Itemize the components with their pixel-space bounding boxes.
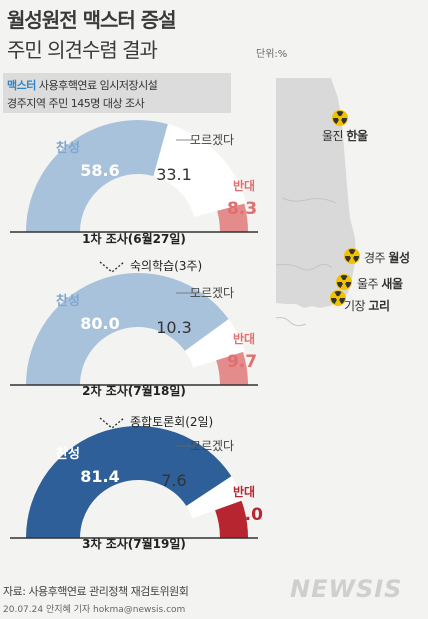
survey-caption: 3차 조사(7월19일) [82, 536, 186, 551]
newsis-logo: NEWSIS [290, 575, 403, 603]
oppose-arc [216, 351, 248, 385]
plant-label-gori: 기장 고리 [344, 297, 390, 314]
oppose-arc [215, 500, 248, 538]
step-label: 종합토론회(2일) [130, 415, 213, 429]
map-shape [275, 78, 356, 327]
approve-value: 81.4 [80, 467, 119, 486]
approve-label: 찬성 [56, 293, 80, 309]
dontknow-arc [184, 319, 245, 368]
survey-caption: 1차 조사(6월27일) [82, 231, 186, 246]
region-border [281, 197, 337, 204]
radiation-icon [336, 274, 352, 290]
plant-name: 고리 [368, 299, 390, 313]
approve-label: 찬성 [56, 140, 80, 156]
dontknow-label: 모르겠다 [190, 133, 234, 147]
korea-map [275, 78, 426, 357]
approve-arc [26, 120, 168, 232]
plant-name: 한울 [346, 129, 368, 143]
credit-note: 20.07.24 안지혜 기자 hokma@newsis.com [3, 605, 186, 615]
island [275, 317, 307, 327]
oppose-label: 반대 [233, 178, 255, 193]
radiation-icon [330, 290, 346, 306]
approve-arc [26, 273, 229, 385]
land-region [276, 78, 356, 308]
title-line1: 월성원전 맥스터 증설 [7, 8, 177, 32]
dontknow-value: 10.3 [156, 318, 192, 337]
plant-label-saeul: 울주 새울 [357, 275, 403, 292]
dontknow-value: 33.1 [156, 165, 192, 184]
info-box: 맥스터 사용후핵연료 임시저장시설 경주지역 주민 145명 대상 조사 [3, 73, 231, 113]
info-highlight: 맥스터 [7, 79, 36, 92]
info-line1: 맥스터 사용후핵연료 임시저장시설 [7, 77, 158, 93]
oppose-label: 반대 [233, 331, 255, 346]
info-line2: 경주지역 주민 145명 대상 조사 [7, 97, 145, 110]
oppose-label: 반대 [233, 484, 255, 499]
step-label: 숙의학습(3주) [130, 259, 202, 273]
dontknow-arc [186, 476, 244, 519]
radiation-icon [332, 110, 348, 126]
plant-region: 울진 [322, 129, 344, 143]
info-line1-rest: 사용후핵연료 임시저장시설 [35, 79, 158, 92]
plant-label-wolsong: 경주 월성 [364, 249, 410, 266]
oppose-value: 9.7 [227, 352, 257, 372]
dontknow-value: 7.6 [161, 471, 186, 490]
approve-arc [26, 426, 232, 538]
source-note: 자료: 사용후핵연료 관리정책 재검토위원회 [3, 585, 189, 598]
plant-name: 월성 [388, 251, 410, 265]
plant-region: 경주 [364, 251, 386, 265]
plant-name: 새울 [381, 277, 403, 291]
oppose-arc [217, 203, 248, 232]
approve-value: 58.6 [80, 161, 119, 180]
radiation-icon [344, 248, 360, 264]
survey-caption: 2차 조사(7월18일) [82, 383, 186, 398]
oppose-value: 11.0 [221, 505, 263, 525]
plant-label-hanul: 울진 한울 [322, 127, 368, 144]
chevron-down-icon [99, 417, 125, 429]
plant-region: 울주 [357, 277, 379, 291]
approve-value: 80.0 [80, 314, 119, 333]
dontknow-label: 모르겠다 [190, 286, 234, 300]
plant-region: 기장 [344, 299, 366, 313]
approve-label: 찬성 [56, 446, 80, 462]
oppose-value: 8.3 [227, 199, 257, 219]
chevron-down-icon [99, 261, 125, 273]
unit-label: 단위:% [256, 49, 288, 60]
title-line2: 주민 의견수렴 결과 [7, 38, 158, 62]
dontknow-arc [153, 124, 247, 218]
dontknow-label: 모르겠다 [190, 439, 234, 453]
region-border [275, 263, 333, 271]
